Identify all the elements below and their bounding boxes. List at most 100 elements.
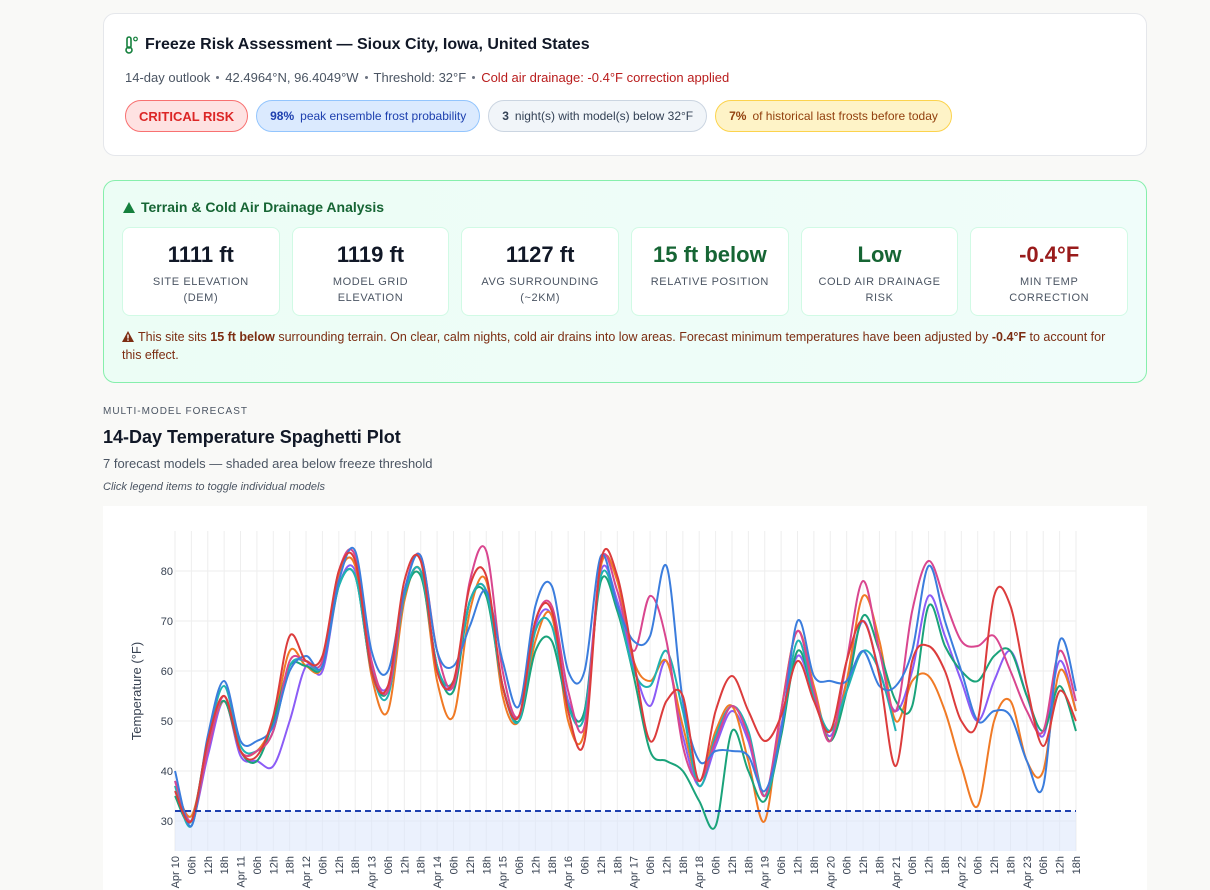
x-tick-label: 12h bbox=[530, 856, 542, 874]
stat-label: RELATIVE POSITION bbox=[650, 276, 769, 288]
x-tick-label: 06h bbox=[252, 856, 264, 874]
y-tick-label: 50 bbox=[161, 716, 173, 728]
x-tick-label: Apr 20 bbox=[825, 856, 837, 888]
thermometer-icon bbox=[125, 36, 138, 54]
x-tick-label: 18h bbox=[219, 856, 231, 874]
note-strong: 15 ft below bbox=[210, 330, 275, 344]
badge: 7% of historical last frosts before today bbox=[715, 100, 952, 132]
note-text: surrounding terrain. On clear, calm nigh… bbox=[274, 330, 992, 344]
y-tick-label: 70 bbox=[161, 616, 173, 628]
x-tick-label: Apr 21 bbox=[891, 856, 903, 888]
stat-value: 1119 ft bbox=[336, 242, 405, 267]
badge: 3 night(s) with model(s) below 32°F bbox=[488, 100, 708, 132]
y-axis-label: Temperature (°F) bbox=[129, 642, 144, 740]
terrain-card: Terrain & Cold Air Drainage Analysis 111… bbox=[103, 180, 1147, 383]
badge: CRITICAL RISK bbox=[125, 100, 249, 132]
x-tick-label: 12h bbox=[989, 856, 1001, 874]
x-tick-label: 12h bbox=[334, 856, 346, 874]
badge-strong: 3 bbox=[502, 109, 509, 123]
badge-text: night(s) with model(s) below 32°F bbox=[514, 109, 694, 123]
y-tick-label: 60 bbox=[161, 666, 173, 678]
stat-label: MODEL GRID ELEVATION bbox=[332, 276, 409, 304]
x-tick-label: Apr 17 bbox=[629, 856, 641, 888]
x-tick-label: 06h bbox=[711, 856, 723, 874]
x-tick-label: 06h bbox=[514, 856, 526, 874]
x-tick-label: 12h bbox=[203, 856, 215, 874]
stat-value: Low bbox=[857, 242, 902, 267]
badge-text: of historical last frosts before today bbox=[752, 109, 938, 123]
badge-strong: 98% bbox=[270, 109, 295, 123]
x-tick-label: Apr 14 bbox=[432, 856, 444, 888]
x-tick-label: 18h bbox=[809, 856, 821, 874]
x-tick-label: Apr 22 bbox=[956, 856, 968, 888]
x-tick-label: 06h bbox=[776, 856, 788, 874]
mountain-icon bbox=[123, 201, 135, 213]
title: Freeze Risk Assessment — Sioux City, Iow… bbox=[145, 36, 590, 53]
x-tick-label: 12h bbox=[596, 856, 608, 874]
x-tick-label: 18h bbox=[1005, 856, 1017, 874]
stat-card: 1119 ft MODEL GRID ELEVATION bbox=[291, 227, 450, 316]
stat-label: AVG SURROUNDING (~2KM) bbox=[481, 276, 599, 304]
meta: 14-day outlook 42.4964°N, 96.4049°W Thre… bbox=[125, 70, 1125, 85]
badge-strong: 7% bbox=[729, 109, 747, 123]
x-tick-label: 18h bbox=[612, 856, 624, 874]
x-tick-label: Apr 12 bbox=[301, 856, 313, 888]
separator bbox=[216, 76, 220, 79]
x-tick-label: Apr 10 bbox=[170, 856, 182, 888]
stat-label: MIN TEMP CORRECTION bbox=[1009, 276, 1090, 304]
model-line bbox=[174, 547, 1077, 828]
x-tick-label: 18h bbox=[350, 856, 362, 874]
header-card: Freeze Risk Assessment — Sioux City, Iow… bbox=[103, 13, 1147, 156]
stat-label: COLD AIR DRAINAGE RISK bbox=[818, 276, 941, 304]
stat-label: SITE ELEVATION (DEM) bbox=[152, 276, 249, 304]
x-tick-label: 06h bbox=[383, 856, 395, 874]
stats: 1111 ft SITE ELEVATION (DEM) 1119 ft MODEL … bbox=[122, 227, 1129, 316]
x-tick-label: 18h bbox=[743, 856, 755, 874]
model-line bbox=[174, 554, 1077, 823]
note-text: This site sits bbox=[138, 330, 211, 344]
meta-item: 42.4964°N, 96.4049°W bbox=[225, 70, 359, 85]
x-tick-label: Apr 11 bbox=[236, 856, 248, 888]
meta-item: 14-day outlook bbox=[125, 70, 211, 85]
stat-card: -0.4°F MIN TEMP CORRECTION bbox=[970, 227, 1129, 316]
note-text: to account for this effect. bbox=[122, 330, 1106, 362]
terrain-title-row: Terrain & Cold Air Drainage Analysis bbox=[122, 199, 1128, 215]
x-tick-label: 18h bbox=[547, 856, 559, 874]
badges: CRITICAL RISK 98% peak ensemble frost pro… bbox=[125, 100, 1125, 132]
note-strong: -0.4°F bbox=[991, 330, 1027, 344]
stat-value: 1127 ft bbox=[505, 242, 575, 267]
x-tick-label: Apr 19 bbox=[760, 856, 772, 888]
x-tick-label: 06h bbox=[842, 856, 854, 874]
x-tick-label: 06h bbox=[645, 856, 657, 874]
stat-card: Low COLD AIR DRAINAGE RISK bbox=[800, 227, 959, 316]
x-tick-label: 06h bbox=[580, 856, 592, 874]
x-tick-label: Apr 13 bbox=[367, 856, 379, 888]
x-tick-label: 12h bbox=[924, 856, 936, 874]
x-tick-label: 06h bbox=[1038, 856, 1050, 874]
section-header: MULTI-MODEL FORECAST 14-Day Temperature … bbox=[103, 406, 433, 493]
terrain-note: This site sits 15 ft below surrounding t… bbox=[122, 328, 1128, 364]
warning-icon bbox=[122, 331, 134, 342]
terrain-title: Terrain & Cold Air Drainage Analysis bbox=[141, 199, 384, 215]
x-tick-label: Apr 15 bbox=[498, 856, 510, 888]
freeze-zone bbox=[175, 811, 1076, 851]
separator bbox=[472, 76, 476, 79]
x-tick-label: 18h bbox=[1071, 856, 1083, 874]
x-tick-label: 18h bbox=[416, 856, 428, 874]
x-tick-label: 12h bbox=[661, 856, 673, 874]
x-tick-label: 18h bbox=[481, 856, 493, 874]
y-tick-label: 30 bbox=[161, 816, 173, 828]
stat-value: -0.4°F bbox=[1019, 242, 1080, 267]
x-tick-label: 18h bbox=[874, 856, 886, 874]
x-tick-label: 12h bbox=[793, 856, 805, 874]
badge: 98% peak ensemble frost probability bbox=[256, 100, 481, 132]
stat-card: 1127 ft AVG SURROUNDING (~2KM) bbox=[461, 227, 620, 316]
x-tick-label: 18h bbox=[285, 856, 297, 874]
x-tick-label: 18h bbox=[678, 856, 690, 874]
hint: Click legend items to toggle individual … bbox=[103, 481, 325, 493]
chart-card: Temperature (°F) 30 40 50 60 70 80 Apr 10 06h 12… bbox=[103, 506, 1147, 890]
stat-value: 15 ft below bbox=[653, 242, 767, 267]
x-tick-label: Apr 23 bbox=[1022, 856, 1034, 888]
y-tick-label: 40 bbox=[161, 766, 173, 778]
